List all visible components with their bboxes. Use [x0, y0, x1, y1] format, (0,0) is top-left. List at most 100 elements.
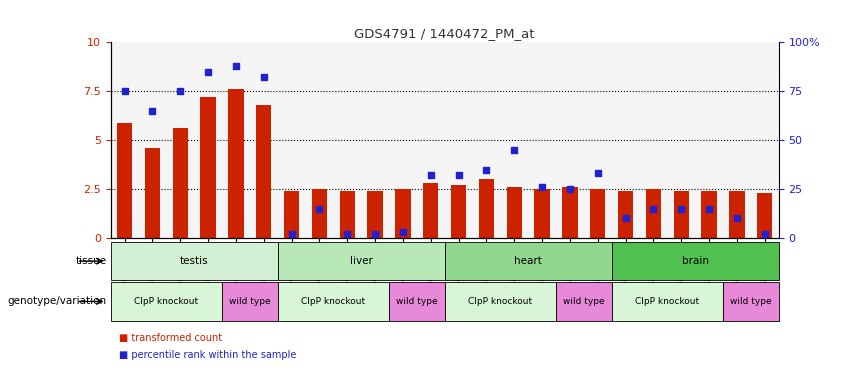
Text: genotype/variation: genotype/variation: [8, 296, 106, 306]
Point: [452, 172, 465, 179]
Bar: [451, 185, 466, 238]
Bar: [751, 42, 779, 238]
Point: [257, 74, 271, 81]
Bar: [590, 189, 605, 238]
Bar: [111, 282, 222, 321]
Bar: [423, 183, 438, 238]
Bar: [277, 242, 445, 280]
Bar: [222, 282, 277, 321]
Bar: [556, 282, 612, 321]
Bar: [417, 42, 444, 238]
Bar: [200, 97, 215, 238]
Point: [229, 63, 243, 69]
Bar: [584, 42, 612, 238]
Text: wild type: wild type: [730, 297, 772, 306]
Point: [507, 147, 521, 153]
Bar: [479, 179, 494, 238]
Bar: [194, 42, 222, 238]
Bar: [674, 191, 689, 238]
Point: [201, 68, 214, 74]
Text: ClpP knockout: ClpP knockout: [468, 297, 533, 306]
Bar: [222, 42, 250, 238]
Bar: [340, 191, 355, 238]
Point: [368, 231, 382, 237]
Title: GDS4791 / 1440472_PM_at: GDS4791 / 1440472_PM_at: [354, 26, 535, 40]
Bar: [646, 189, 661, 238]
Point: [424, 172, 437, 179]
Point: [146, 108, 159, 114]
Bar: [277, 282, 389, 321]
Bar: [445, 242, 612, 280]
Text: brain: brain: [682, 256, 709, 266]
Text: ClpP knockout: ClpP knockout: [301, 297, 365, 306]
Bar: [389, 42, 417, 238]
Bar: [563, 187, 578, 238]
Point: [702, 206, 716, 212]
Bar: [145, 148, 160, 238]
Text: liver: liver: [350, 256, 373, 266]
Bar: [395, 189, 410, 238]
Text: ■ percentile rank within the sample: ■ percentile rank within the sample: [119, 350, 296, 360]
Text: testis: testis: [180, 256, 208, 266]
Bar: [612, 242, 779, 280]
Bar: [256, 105, 271, 238]
Bar: [111, 42, 139, 238]
Text: ■ transformed count: ■ transformed count: [119, 333, 222, 343]
Text: tissue: tissue: [75, 256, 106, 266]
Point: [758, 231, 772, 237]
Bar: [445, 282, 556, 321]
Bar: [618, 191, 633, 238]
Bar: [612, 42, 639, 238]
Bar: [757, 193, 773, 238]
Point: [480, 167, 494, 173]
Bar: [472, 42, 500, 238]
Bar: [389, 282, 444, 321]
Bar: [306, 42, 334, 238]
Point: [619, 215, 632, 222]
Bar: [284, 191, 300, 238]
Bar: [729, 191, 745, 238]
Bar: [528, 42, 556, 238]
Bar: [723, 42, 751, 238]
Bar: [228, 89, 243, 238]
Bar: [334, 42, 361, 238]
Point: [591, 170, 604, 177]
Text: ClpP knockout: ClpP knockout: [134, 297, 198, 306]
Point: [285, 231, 299, 237]
Bar: [368, 191, 383, 238]
Bar: [111, 242, 277, 280]
Bar: [117, 122, 132, 238]
Point: [563, 186, 577, 192]
Bar: [639, 42, 667, 238]
Bar: [534, 189, 550, 238]
Text: wild type: wild type: [229, 297, 271, 306]
Bar: [173, 128, 188, 238]
Point: [535, 184, 549, 190]
Text: ClpP knockout: ClpP knockout: [635, 297, 700, 306]
Point: [647, 206, 660, 212]
Point: [312, 206, 326, 212]
Bar: [500, 42, 528, 238]
Bar: [277, 42, 306, 238]
Point: [117, 88, 131, 94]
Point: [396, 229, 409, 235]
Bar: [139, 42, 166, 238]
Bar: [250, 42, 277, 238]
Bar: [311, 189, 327, 238]
Bar: [667, 42, 695, 238]
Bar: [556, 42, 584, 238]
Bar: [361, 42, 389, 238]
Text: wild type: wild type: [396, 297, 437, 306]
Bar: [506, 187, 522, 238]
Bar: [723, 282, 779, 321]
Bar: [166, 42, 194, 238]
Point: [730, 215, 744, 222]
Text: wild type: wild type: [563, 297, 604, 306]
Bar: [612, 282, 723, 321]
Point: [340, 231, 354, 237]
Bar: [695, 42, 723, 238]
Bar: [701, 191, 717, 238]
Point: [174, 88, 187, 94]
Bar: [444, 42, 472, 238]
Text: heart: heart: [514, 256, 542, 266]
